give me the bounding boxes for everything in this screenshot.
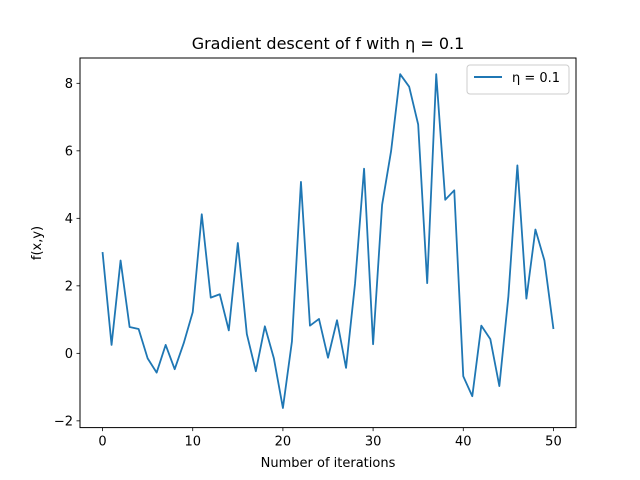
x-axis-ticks: 0 10 20 30 40 50 xyxy=(98,427,562,450)
y-tick-label: 8 xyxy=(65,77,73,92)
legend-box xyxy=(466,64,570,95)
chart-title: Gradient descent of f with η = 0.1 xyxy=(192,34,465,53)
legend: η = 0.1 xyxy=(466,64,570,95)
y-tick-label: −2 xyxy=(54,414,73,429)
y-axis-ticks: −2 0 2 4 6 8 xyxy=(54,77,80,429)
y-tick-label: 4 xyxy=(65,212,73,227)
x-tick-label: 0 xyxy=(98,435,106,450)
x-tick-label: 20 xyxy=(275,435,292,450)
plot-area xyxy=(79,57,577,429)
y-tick-label: 6 xyxy=(65,144,73,159)
x-tick-label: 50 xyxy=(545,435,562,450)
axes-frame xyxy=(79,57,577,429)
y-tick-label: 2 xyxy=(65,279,73,294)
series-layer xyxy=(101,73,555,409)
x-tick-label: 30 xyxy=(365,435,382,450)
x-axis-label: Number of iterations xyxy=(261,456,396,471)
legend-label: η = 0.1 xyxy=(512,71,560,86)
y-tick-label: 0 xyxy=(65,347,73,362)
y-axis-label: f(x,y) xyxy=(30,226,45,260)
x-tick-label: 40 xyxy=(455,435,472,450)
x-tick-label: 10 xyxy=(184,435,201,450)
